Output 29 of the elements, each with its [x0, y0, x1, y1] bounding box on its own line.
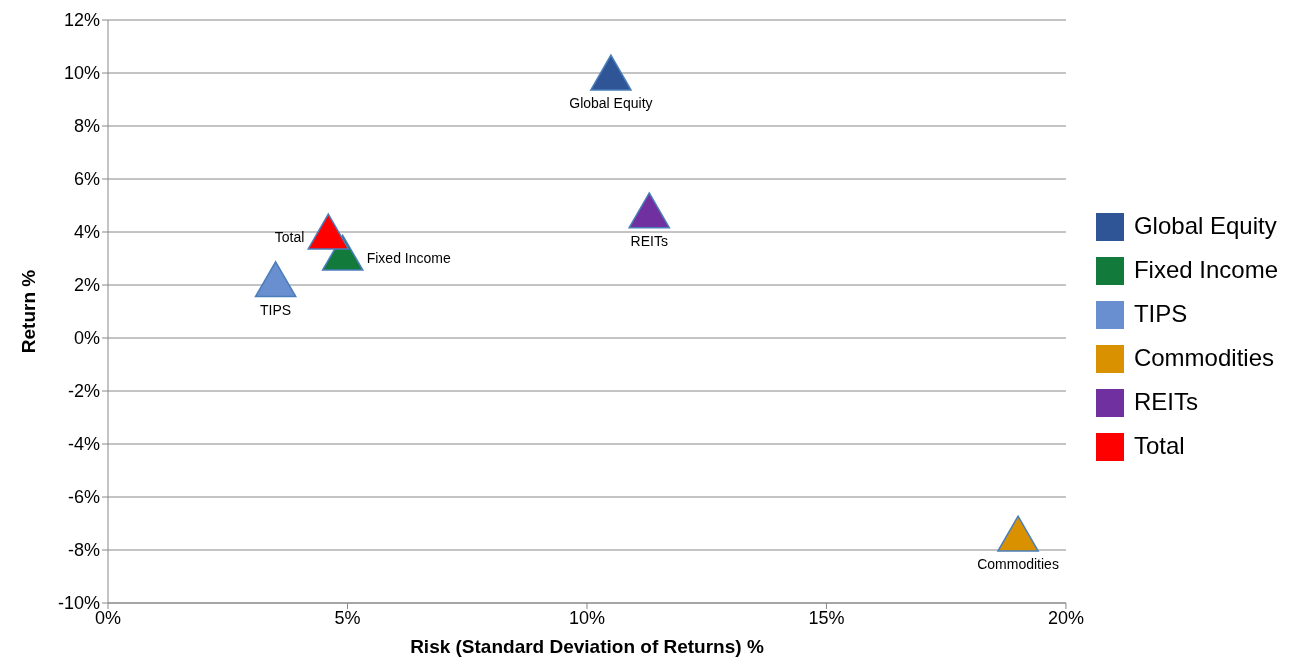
y-tick-label: -8%: [67, 540, 100, 561]
x-tick-label: 10%: [568, 607, 605, 628]
legend-label: TIPS: [1133, 299, 1188, 327]
y-tick-label: 8%: [73, 116, 100, 137]
text: Total: [274, 229, 305, 246]
y-tick-label: 10%: [63, 63, 100, 84]
text: Global Equity: [569, 95, 653, 112]
x-tick-label: 20%: [1047, 607, 1084, 628]
x-tick-label: 15%: [808, 607, 845, 628]
legend-label: REITs: [1133, 387, 1198, 415]
text: TIPS: [260, 301, 292, 318]
y-tick-label: -6%: [67, 487, 100, 508]
y-tick-label: -4%: [67, 434, 100, 455]
legend-label: Global Equity: [1133, 211, 1277, 239]
x-tick-label: 5%: [334, 607, 361, 628]
legend-label: Commodities: [1133, 343, 1274, 371]
y-tick-label: -2%: [67, 381, 100, 402]
text: REITs: [630, 233, 668, 250]
y-tick-label: 12%: [63, 10, 100, 31]
text: Commodities: [977, 556, 1059, 573]
y-tick-label: 2%: [73, 275, 100, 296]
y-axis-title: Return %: [17, 269, 39, 354]
y-tick-label: 0%: [73, 328, 100, 349]
x-axis-title: Risk (Standard Deviation of Returns) %: [410, 636, 764, 657]
y-tick-label: 6%: [73, 169, 100, 190]
legend-label: Total: [1133, 431, 1185, 459]
text: Fixed Income: [366, 250, 451, 267]
legend-label: Fixed Income: [1133, 255, 1278, 283]
y-tick-label: 4%: [73, 222, 100, 243]
